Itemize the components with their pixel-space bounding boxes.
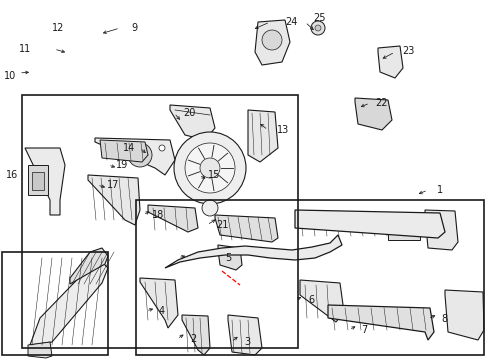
Text: 12: 12 <box>52 23 64 33</box>
Bar <box>22 95 297 348</box>
Circle shape <box>117 145 123 151</box>
Text: 20: 20 <box>183 108 195 118</box>
Text: 11: 11 <box>19 44 31 54</box>
Polygon shape <box>377 46 402 78</box>
Circle shape <box>200 158 220 178</box>
Polygon shape <box>182 315 209 355</box>
Polygon shape <box>299 280 343 322</box>
Polygon shape <box>354 98 391 130</box>
Circle shape <box>314 25 320 31</box>
Bar <box>136 200 483 355</box>
Text: 6: 6 <box>307 295 313 305</box>
Text: 2: 2 <box>189 334 196 344</box>
Bar <box>28 165 48 195</box>
Polygon shape <box>140 278 178 328</box>
Polygon shape <box>148 205 198 232</box>
Text: 16: 16 <box>6 170 18 180</box>
Polygon shape <box>218 245 242 270</box>
Text: 15: 15 <box>207 170 220 180</box>
Polygon shape <box>95 138 175 175</box>
Text: 23: 23 <box>401 46 413 56</box>
Polygon shape <box>30 258 108 345</box>
Text: 4: 4 <box>159 306 165 316</box>
Text: 3: 3 <box>244 337 249 347</box>
Text: 24: 24 <box>284 17 297 27</box>
Circle shape <box>262 30 282 50</box>
Text: 13: 13 <box>276 125 288 135</box>
Circle shape <box>202 200 218 216</box>
Polygon shape <box>444 290 483 340</box>
Circle shape <box>310 21 325 35</box>
Text: 10: 10 <box>4 71 16 81</box>
Circle shape <box>159 145 164 151</box>
Circle shape <box>128 143 152 167</box>
Polygon shape <box>28 342 52 358</box>
Text: 5: 5 <box>224 253 231 263</box>
Polygon shape <box>164 235 341 268</box>
Polygon shape <box>424 210 457 250</box>
Text: 14: 14 <box>122 143 135 153</box>
Polygon shape <box>100 140 148 162</box>
Text: 21: 21 <box>215 220 228 230</box>
Polygon shape <box>247 110 278 162</box>
Text: 8: 8 <box>440 314 446 324</box>
Polygon shape <box>227 315 262 355</box>
Polygon shape <box>215 215 278 242</box>
Polygon shape <box>25 148 65 215</box>
Text: 22: 22 <box>375 98 387 108</box>
Polygon shape <box>294 210 444 238</box>
Text: 9: 9 <box>131 23 137 33</box>
Text: 25: 25 <box>312 13 325 23</box>
Bar <box>32 172 44 190</box>
Polygon shape <box>170 105 215 140</box>
Polygon shape <box>327 305 433 340</box>
Text: 19: 19 <box>116 160 128 170</box>
Bar <box>387 215 419 240</box>
Polygon shape <box>254 20 289 65</box>
Text: 18: 18 <box>152 210 164 220</box>
Polygon shape <box>88 175 140 225</box>
Text: 17: 17 <box>106 180 119 190</box>
Text: 7: 7 <box>360 325 366 335</box>
Circle shape <box>174 132 245 204</box>
Circle shape <box>184 143 235 193</box>
Polygon shape <box>70 248 108 284</box>
Bar <box>2 252 108 355</box>
Text: 1: 1 <box>436 185 442 195</box>
